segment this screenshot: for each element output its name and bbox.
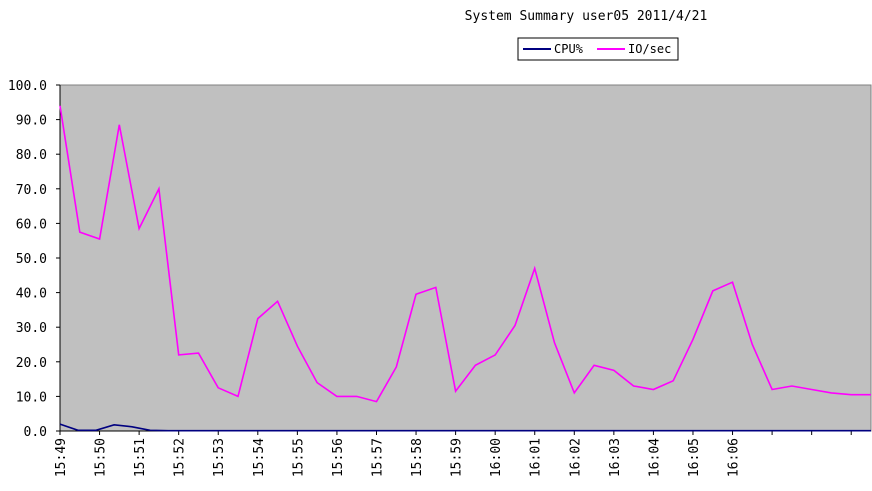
x-tick-label: 15:51 [133, 438, 148, 477]
x-tick-label: 16:00 [489, 438, 504, 477]
y-tick-label: 60.0 [16, 217, 47, 232]
y-tick-label: 0.0 [24, 425, 47, 440]
y-tick-label: 40.0 [16, 287, 47, 302]
x-tick-label: 15:58 [410, 438, 425, 477]
x-tick-label: 15:53 [212, 438, 227, 477]
y-tick-label: 10.0 [16, 390, 47, 405]
y-tick-label: 50.0 [16, 252, 47, 267]
x-tick-label: 15:54 [252, 438, 267, 477]
legend-label: IO/sec [628, 42, 671, 56]
y-tick-label: 100.0 [8, 79, 47, 94]
chart-title: System Summary user05 2011/4/21 [465, 9, 708, 24]
x-tick-label: 15:59 [450, 438, 465, 477]
y-axis: 0.0 10.0 20.0 30.0 40.0 50.0 60.0 70.0 80.0 90.0 1… [8, 79, 61, 440]
x-tick-label: 16:06 [727, 438, 742, 477]
legend: CPU% IO/sec [517, 37, 679, 61]
legend-label: CPU% [554, 42, 584, 56]
y-tick-label: 70.0 [16, 183, 47, 198]
series-line-cpu [59, 423, 871, 432]
y-tick-label: 30.0 [16, 321, 47, 336]
y-tick-label: 20.0 [16, 356, 47, 371]
x-tick-label: 16:02 [568, 438, 583, 477]
x-tick-label: 15:50 [94, 438, 109, 477]
x-tick-label: 16:01 [529, 438, 544, 477]
x-tick-label: 16:04 [647, 438, 662, 477]
y-tick-label: 90.0 [16, 114, 47, 129]
series-line-io [59, 105, 871, 403]
x-tick-label: 15:52 [173, 438, 188, 477]
x-tick-label: 16:03 [608, 438, 623, 477]
x-tick-label: 15:56 [331, 438, 346, 477]
x-tick-label: 15:55 [291, 438, 306, 477]
x-tick-label: 15:49 [54, 438, 69, 477]
x-tick-label: 15:57 [370, 438, 385, 477]
y-tick-label: 80.0 [16, 148, 47, 163]
x-tick-label: 16:05 [687, 438, 702, 477]
x-axis: 15:49 15:50 15:51 15:52 15:53 15:54 15:55 15:56… [54, 430, 871, 477]
series-layer [59, 105, 871, 432]
plot-area [59, 84, 872, 432]
